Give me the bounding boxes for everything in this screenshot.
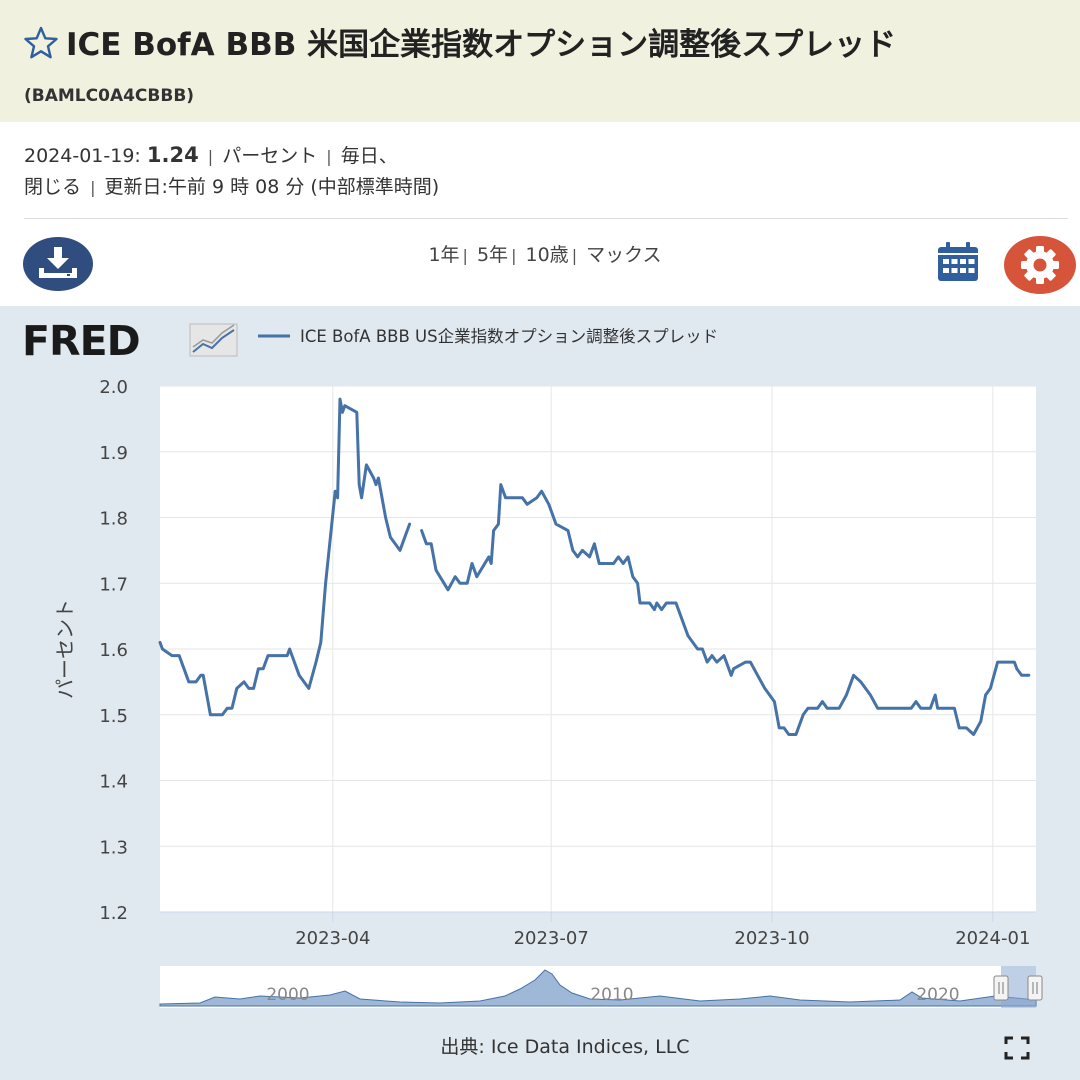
line-chart: FRED ICE BofA BBB US企業指数オプション調整後スプレッド 1.…	[22, 317, 1043, 1008]
updated-label: 更新日:午前 9 時 08 分 (中部標準時間)	[104, 176, 440, 198]
separator: |	[90, 178, 96, 197]
y-tick-label: 2.0	[99, 377, 128, 398]
observation-date: 2024-01-19:	[24, 145, 141, 167]
fullscreen-icon[interactable]	[1004, 1036, 1030, 1060]
y-axis-label: パーセント	[53, 599, 77, 699]
y-tick-label: 1.2	[99, 903, 128, 924]
separator: |	[326, 147, 332, 166]
x-tick-label: 2024-01	[955, 928, 1030, 949]
frequency-label: 毎日、	[340, 145, 398, 167]
download-button[interactable]	[23, 237, 93, 291]
separator: |	[462, 246, 468, 265]
settings-button[interactable]	[1004, 236, 1076, 294]
navigator-handle-left[interactable]	[993, 975, 1009, 1001]
calendar-icon[interactable]	[936, 241, 980, 283]
navigator-label: 2020	[916, 985, 959, 1005]
range-10y[interactable]: 10歳	[525, 244, 569, 266]
navigator-series	[159, 969, 1037, 1007]
navigator[interactable]: 2000 2010 2020	[159, 966, 1043, 1008]
y-tick-label: 1.4	[99, 772, 128, 793]
y-tick-label: 1.6	[99, 640, 128, 661]
toolbar: 1年 | 5年 | 10歳 | マックス	[0, 230, 1080, 306]
navigator-label: 2010	[590, 985, 633, 1005]
navigator-label: 2000	[266, 985, 309, 1005]
y-tick-label: 1.9	[99, 443, 128, 464]
x-tick-label: 2023-10	[734, 928, 809, 949]
navigator-handle-right[interactable]	[1027, 975, 1043, 1001]
x-tick-label: 2023-04	[295, 928, 370, 949]
download-icon	[39, 247, 77, 278]
fred-logo: FRED	[22, 317, 238, 365]
units-label: パーセント	[222, 145, 318, 167]
series-id: (BAMLC0A4CBBB)	[24, 86, 195, 106]
svg-text:FRED: FRED	[22, 317, 140, 365]
separator: |	[511, 246, 517, 265]
title-bar: ICE BofA BBB 米国企業指数オプション調整後スプレッド (BAMLC0A…	[0, 0, 1080, 122]
series-meta: 2024-01-19: 1.24 | パーセント | 毎日、 閉じる | 更新日…	[24, 140, 439, 203]
legend-label[interactable]: ICE BofA BBB US企業指数オプション調整後スプレッド	[300, 327, 718, 346]
y-tick-label: 1.7	[99, 574, 128, 595]
star-icon[interactable]	[24, 26, 58, 60]
x-tick-label: 2023-07	[514, 928, 589, 949]
range-5y[interactable]: 5年	[476, 244, 509, 266]
page-title: ICE BofA BBB 米国企業指数オプション調整後スプレッド (BAMLC0A…	[24, 22, 1056, 119]
date-range-selector: 1年 | 5年 | 10歳 | マックス	[0, 240, 1080, 267]
close-label: 閉じる	[24, 176, 82, 198]
series-line[interactable]	[158, 397, 412, 717]
separator: |	[207, 147, 214, 166]
source-label: 出典: Ice Data Indices, LLC	[440, 1036, 690, 1058]
y-tick-label: 1.8	[99, 509, 128, 530]
y-tick-label: 1.5	[99, 706, 128, 727]
range-1y[interactable]: 1年	[428, 244, 460, 266]
series-title: ICE BofA BBB 米国企業指数オプション調整後スプレッド	[66, 27, 897, 63]
y-tick-label: 1.3	[99, 837, 128, 858]
divider	[24, 218, 1068, 219]
series-line[interactable]	[420, 483, 1031, 736]
range-max[interactable]: マックス	[586, 244, 662, 266]
observation-value: 1.24	[146, 143, 199, 167]
chart-panel: FRED ICE BofA BBB US企業指数オプション調整後スプレッド 1.…	[0, 306, 1080, 1080]
gear-icon	[1021, 246, 1059, 284]
separator: |	[571, 246, 578, 265]
